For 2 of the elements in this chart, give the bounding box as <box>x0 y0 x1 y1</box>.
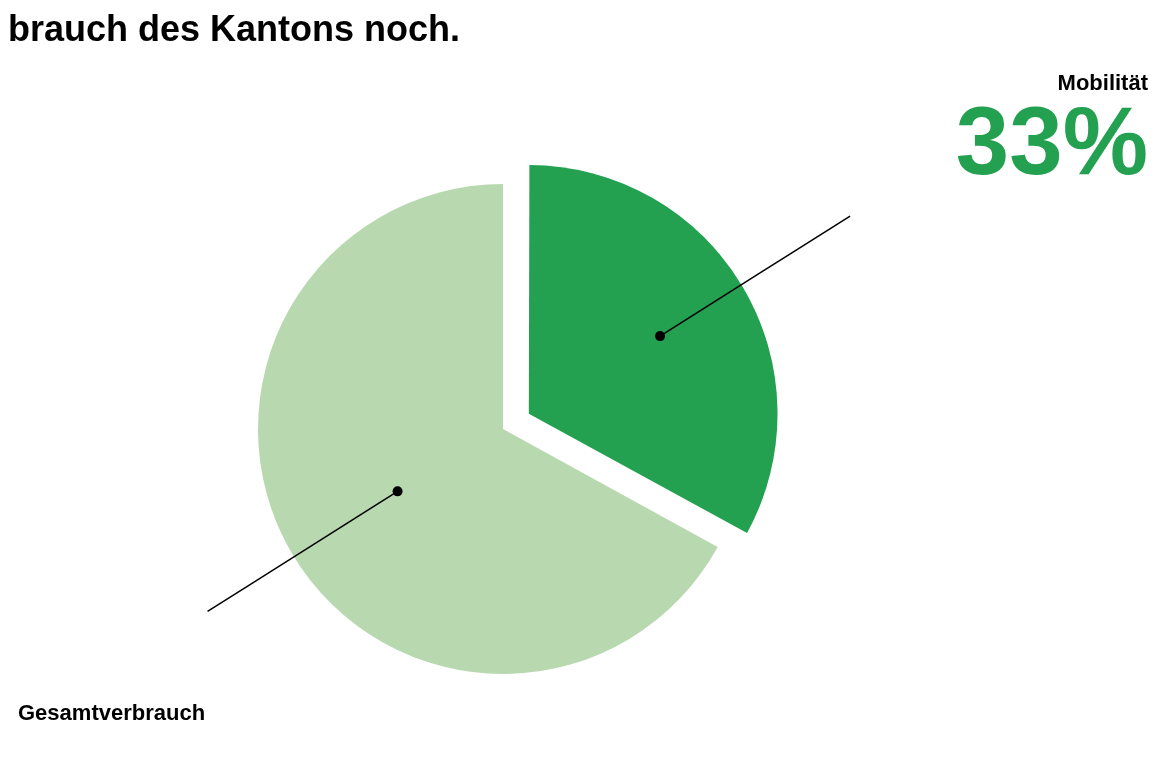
chart-title: brauch des Kantons noch. <box>8 8 462 50</box>
slice-label: Gesamtverbrauch <box>18 700 206 726</box>
